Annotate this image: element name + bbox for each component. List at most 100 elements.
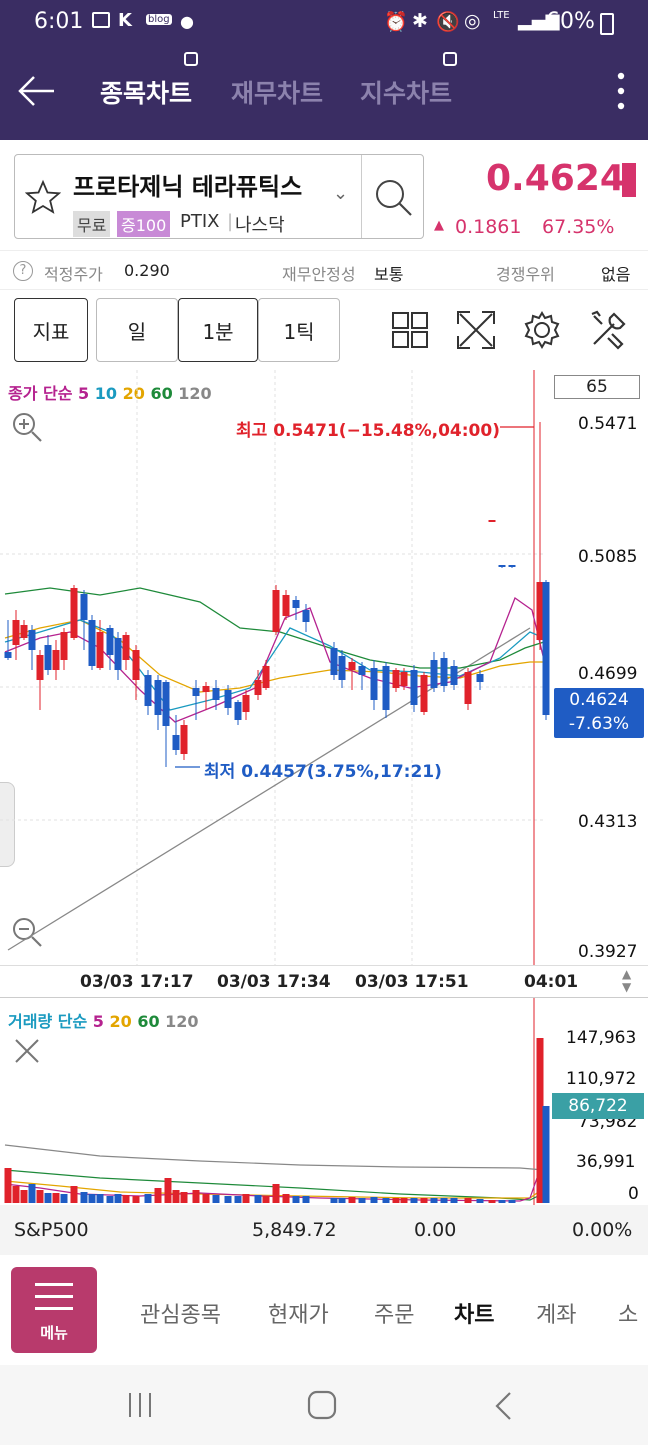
candle xyxy=(382,666,390,710)
candle xyxy=(292,600,300,608)
mute-icon: 🔇 xyxy=(436,11,460,33)
volume-axis-label: 110,972 xyxy=(566,1069,637,1089)
candle-count[interactable]: 65 xyxy=(554,375,640,399)
volume-bar xyxy=(348,1197,356,1203)
zoom-out-icon[interactable] xyxy=(10,915,44,949)
candle xyxy=(450,666,458,685)
blog-icon: blog xyxy=(146,14,172,25)
side-handle[interactable] xyxy=(0,782,15,867)
volume-bar xyxy=(508,1200,516,1203)
candle xyxy=(508,565,516,567)
indicator-button[interactable]: 지표 xyxy=(14,298,88,362)
up-triangle-icon: ▲ xyxy=(434,218,444,233)
volume-bar xyxy=(272,1184,280,1203)
price-change-pct: 67.35% xyxy=(542,216,615,238)
price-axis-label: 0.4699 xyxy=(578,664,638,684)
candle xyxy=(180,725,188,754)
day-button[interactable]: 일 xyxy=(96,298,178,362)
candle xyxy=(282,595,290,616)
tab-stock-chart[interactable]: 종목차트 xyxy=(100,79,193,108)
stock-selector[interactable]: 프로타제닉 테라퓨틱스 ⌄ 무료 증100 PTIX | 나스닥 xyxy=(14,154,424,239)
tab-index-chart[interactable]: 지수차트 xyxy=(360,79,453,108)
menu-button[interactable]: 메뉴 xyxy=(11,1267,97,1353)
ma-period-5: 5 xyxy=(78,384,90,403)
fair-price-value: 0.290 xyxy=(124,261,170,280)
market: 나스닥 xyxy=(235,215,285,236)
ma-period-120: 120 xyxy=(178,384,212,403)
volume-bar xyxy=(144,1194,152,1203)
candle xyxy=(28,630,36,650)
candle xyxy=(476,674,484,682)
candle xyxy=(430,660,438,688)
volume-bars xyxy=(4,1038,550,1203)
app-header: 종목차트 재무차트 지수차트 xyxy=(0,44,648,140)
chart-controls: 지표 일 1분 1틱 xyxy=(0,290,648,370)
candle xyxy=(400,672,408,686)
status-time: 6:01 xyxy=(34,9,84,34)
minute-button[interactable]: 1분 xyxy=(178,298,258,362)
tab-financial-chart[interactable]: 재무차트 xyxy=(231,79,324,108)
chevron-down-icon[interactable]: ⌄ xyxy=(333,183,349,204)
current-price-tag-pct: -7.63% xyxy=(568,714,630,734)
nav-chart[interactable]: 차트 xyxy=(454,1303,495,1328)
settings-gear-icon[interactable] xyxy=(522,310,562,350)
candle xyxy=(242,695,250,712)
volume-bar xyxy=(172,1190,180,1203)
compete-value: 없음 xyxy=(601,265,631,284)
volume-bar xyxy=(44,1193,52,1203)
volume-bar xyxy=(282,1194,290,1203)
battery-percent: 60% xyxy=(546,9,595,34)
help-icon[interactable]: ? xyxy=(13,261,33,281)
menu-label: 메뉴 xyxy=(40,1324,68,1342)
volume-axis-label: 36,991 xyxy=(576,1152,636,1172)
favorite-star-icon[interactable] xyxy=(25,179,61,215)
search-icon[interactable] xyxy=(373,177,415,219)
index-bar[interactable]: S&P500 5,849.72 0.00 0.00% xyxy=(0,1205,648,1255)
candle xyxy=(272,590,280,632)
low-annotation: 최저 0.4457(3.75%,17:21) xyxy=(204,762,442,782)
nav-order[interactable]: 주문 xyxy=(374,1303,415,1328)
volume-chart[interactable]: 거래량 단순 5 20 60 120 147,963 110,972 73,98… xyxy=(0,997,648,1206)
volume-bar xyxy=(106,1196,114,1203)
bluetooth-icon: ✱ xyxy=(412,10,428,32)
price-chart[interactable]: 종가 단순 5 10 20 60 120 65 최고 0.5471(− xyxy=(0,370,648,965)
nav-account[interactable]: 계좌 xyxy=(536,1303,577,1328)
alarm-icon: ⏰ xyxy=(384,11,408,33)
nav-watchlist[interactable]: 관심종목 xyxy=(140,1303,221,1328)
close-icon[interactable] xyxy=(12,1038,42,1064)
nav-more[interactable]: 소 xyxy=(618,1303,639,1328)
index-change: 0.00 xyxy=(414,1219,457,1241)
tools-icon[interactable] xyxy=(588,310,628,350)
expand-icon[interactable]: ▲ ▼ xyxy=(622,967,632,994)
fullscreen-icon[interactable] xyxy=(456,310,496,350)
candle xyxy=(202,686,210,692)
system-nav-bar xyxy=(0,1365,648,1445)
zoom-in-icon[interactable] xyxy=(10,410,44,444)
candle xyxy=(52,650,60,670)
back-arrow-icon[interactable] xyxy=(16,74,56,108)
back-icon[interactable] xyxy=(492,1391,516,1421)
recents-icon[interactable] xyxy=(126,1391,156,1419)
candles xyxy=(4,422,550,767)
volume-bar xyxy=(192,1190,200,1203)
candle xyxy=(330,648,338,675)
tick-button[interactable]: 1틱 xyxy=(258,298,340,362)
margin-badge: 증100 xyxy=(117,211,171,237)
current-volume-tag: 86,722 xyxy=(552,1093,644,1119)
nav-current-price[interactable]: 현재가 xyxy=(268,1303,329,1328)
volume-bar xyxy=(358,1198,366,1203)
volume-bar xyxy=(410,1198,418,1203)
home-icon[interactable] xyxy=(306,1389,338,1421)
time-label: 03/03 17:17 xyxy=(80,972,194,992)
vol-period-120: 120 xyxy=(165,1012,199,1031)
vol-ma120-line xyxy=(4,1144,545,1171)
layout-grid-icon[interactable] xyxy=(392,312,428,348)
price-axis-label: 0.5471 xyxy=(578,414,638,434)
volume-bar xyxy=(420,1198,428,1203)
volume-bar xyxy=(88,1194,96,1203)
dot-icon: ● xyxy=(180,12,194,31)
candle xyxy=(114,638,122,670)
stock-name: 프로타제닉 테라퓨틱스 xyxy=(73,173,303,201)
volume-bar xyxy=(292,1196,300,1203)
more-menu-icon[interactable] xyxy=(612,70,630,112)
